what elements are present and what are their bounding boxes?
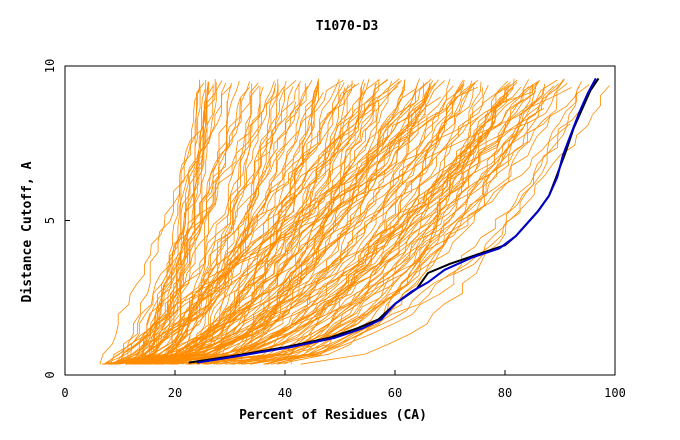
model-curve bbox=[134, 85, 308, 365]
model-curve bbox=[153, 103, 261, 365]
model-curve bbox=[104, 80, 301, 365]
model-curve bbox=[113, 83, 276, 365]
model-curve bbox=[142, 80, 275, 365]
model-curve bbox=[216, 96, 502, 365]
model-curve bbox=[187, 84, 590, 365]
model-curve bbox=[207, 120, 532, 365]
model-curve bbox=[108, 86, 294, 365]
model-curve bbox=[219, 80, 473, 365]
x-tick-label: 20 bbox=[168, 386, 182, 400]
x-tick-label: 60 bbox=[388, 386, 402, 400]
y-tick-label: 10 bbox=[43, 59, 57, 73]
model-curve bbox=[181, 78, 420, 365]
model-curve bbox=[181, 96, 441, 365]
model-curve bbox=[150, 85, 432, 365]
model-curve bbox=[241, 79, 439, 365]
model-curve bbox=[176, 80, 465, 365]
model-curve bbox=[102, 84, 431, 365]
model-curve bbox=[231, 114, 552, 365]
model-curve bbox=[193, 79, 558, 365]
y-tick-label: 0 bbox=[43, 371, 57, 378]
model-curve bbox=[141, 79, 479, 365]
model-curve bbox=[138, 79, 406, 365]
model-curve bbox=[152, 82, 227, 365]
model-curve bbox=[111, 107, 545, 365]
model-curve bbox=[108, 107, 426, 365]
y-axis-label: Distance Cutoff, A bbox=[20, 161, 35, 302]
model-curve bbox=[177, 82, 345, 365]
model-curve bbox=[147, 81, 428, 365]
model-curve bbox=[118, 79, 380, 365]
model-curve bbox=[154, 123, 571, 365]
model-curve bbox=[140, 82, 209, 365]
model-curve bbox=[149, 80, 223, 365]
model-curve bbox=[190, 80, 540, 365]
model-curve bbox=[163, 82, 232, 365]
model-curve bbox=[136, 83, 306, 365]
x-tick-label: 80 bbox=[498, 386, 512, 400]
model-curve bbox=[112, 83, 436, 365]
model-curve bbox=[250, 83, 546, 365]
x-tick-label: 0 bbox=[61, 386, 68, 400]
model-curve bbox=[107, 85, 555, 365]
background-model-curves bbox=[99, 78, 610, 365]
model-curve bbox=[283, 85, 509, 365]
model-curve bbox=[115, 84, 534, 365]
model-curve bbox=[140, 83, 214, 365]
model-curve bbox=[185, 87, 345, 365]
highlight-curves bbox=[188, 77, 600, 364]
model-curve bbox=[290, 86, 529, 365]
x-tick-label: 40 bbox=[278, 386, 292, 400]
model-curve bbox=[115, 79, 313, 365]
model-curve bbox=[122, 82, 539, 365]
model-curve bbox=[169, 79, 279, 365]
y-axis-ticks: 0 5 10 bbox=[43, 59, 70, 379]
highlight-curve-black bbox=[188, 77, 600, 364]
model-curve bbox=[109, 92, 324, 365]
x-tick-label: 100 bbox=[604, 386, 626, 400]
model-curve bbox=[167, 85, 454, 365]
model-curve bbox=[178, 83, 360, 365]
model-curve bbox=[160, 86, 418, 365]
model-curve bbox=[109, 85, 362, 365]
model-curve bbox=[103, 86, 250, 365]
model-curve bbox=[173, 79, 565, 365]
model-curve bbox=[110, 81, 217, 365]
model-curve bbox=[111, 101, 297, 365]
model-curve bbox=[197, 105, 541, 365]
model-curve bbox=[202, 83, 341, 365]
model-curve bbox=[263, 87, 506, 365]
x-axis-label: Percent of Residues (CA) bbox=[239, 408, 427, 423]
x-axis-ticks: 0 20 40 60 80 100 bbox=[61, 370, 626, 400]
model-curve bbox=[125, 79, 344, 365]
model-curve bbox=[210, 80, 402, 365]
chart-title: T1070-D3 bbox=[316, 19, 379, 34]
model-curve bbox=[127, 79, 216, 365]
model-curve bbox=[126, 82, 259, 365]
highlight-curve-blue bbox=[196, 77, 597, 364]
model-curve bbox=[175, 86, 431, 365]
model-curve bbox=[120, 86, 478, 365]
model-curve bbox=[276, 86, 579, 365]
model-curve bbox=[300, 81, 582, 365]
model-curve bbox=[146, 118, 419, 365]
model-curve bbox=[155, 83, 463, 365]
model-curve bbox=[197, 82, 568, 365]
model-curve bbox=[104, 84, 279, 365]
model-curve bbox=[125, 83, 559, 365]
y-tick-label: 5 bbox=[43, 217, 57, 224]
model-curve bbox=[187, 83, 476, 365]
model-curve bbox=[144, 85, 260, 365]
model-curve bbox=[136, 84, 201, 365]
model-curve bbox=[110, 87, 572, 365]
model-curve bbox=[129, 106, 417, 365]
model-curve bbox=[99, 84, 233, 365]
model-curve bbox=[118, 81, 400, 365]
model-curve bbox=[153, 78, 400, 365]
model-curve bbox=[142, 84, 533, 365]
model-curve bbox=[170, 85, 610, 365]
model-curve bbox=[112, 78, 388, 365]
